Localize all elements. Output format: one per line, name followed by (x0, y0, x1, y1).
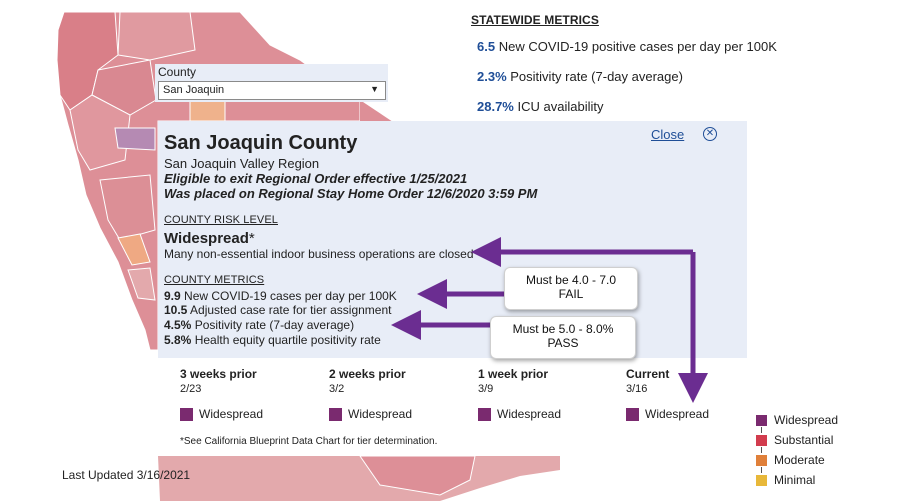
statewide-metrics: STATEWIDE METRICS (471, 13, 891, 27)
county-title: San Joaquin County (164, 132, 358, 154)
county-metric-cases: 9.9 New COVID-19 cases per day per 100K (164, 289, 397, 303)
history-status-label: Widespread (348, 407, 413, 421)
county-metric-adjusted: 10.5 Adjusted case rate for tier assignm… (164, 303, 391, 317)
county-metrics-heading: COUNTY METRICS (164, 274, 265, 286)
history-date: 2/23 (180, 383, 202, 395)
history-current: Current 3/16 Widespread (626, 367, 766, 421)
statewide-metric-value: 6.5 (477, 39, 496, 54)
history-status-label: Widespread (645, 407, 710, 421)
region-name: San Joaquin Valley Region (164, 156, 320, 171)
statewide-metric-value: 28.7% (477, 99, 514, 114)
stay-home-order-text: Was placed on Regional Stay Home Order 1… (164, 186, 538, 201)
chevron-down-icon: ▼ (370, 84, 379, 94)
county-metric-value: 9.9 (164, 289, 181, 303)
county-select-value: San Joaquin (163, 84, 225, 96)
county-selector: County San Joaquin ▼ (155, 64, 388, 102)
history-status-label: Widespread (497, 407, 562, 421)
legend-label: Minimal (774, 473, 816, 487)
callout-line2: FAIL (558, 287, 584, 301)
legend-item-widespread: Widespread (756, 413, 838, 427)
history-label: Current (626, 367, 670, 381)
statewide-metric-positivity: 2.3% Positivity rate (7-day average) (477, 69, 683, 84)
county-select-label: County (158, 65, 197, 79)
legend-swatch (756, 434, 767, 446)
legend-connector (761, 467, 762, 473)
tier-swatch (329, 407, 342, 421)
history-3-weeks-prior: 3 weeks prior 2/23 Widespread (180, 367, 320, 421)
risk-level-asterisk: * (248, 230, 255, 247)
history-status: Widespread (180, 407, 320, 421)
callout-line1: Must be 4.0 - 7.0 (525, 273, 617, 287)
history-1-week-prior: 1 week prior 3/9 Widespread (478, 367, 618, 421)
county-history-section (158, 358, 747, 456)
statewide-metrics-title: STATEWIDE METRICS (471, 13, 599, 27)
county-metric-label: Health equity quartile positivity rate (194, 333, 381, 347)
history-status: Widespread (626, 407, 766, 421)
statewide-metric-label: Positivity rate (7-day average) (510, 69, 683, 84)
risk-level-value: Widespread (164, 230, 249, 247)
county-metric-value: 4.5% (164, 318, 192, 332)
legend-label: Widespread (774, 413, 839, 427)
risk-level-heading: COUNTY RISK LEVEL (164, 214, 278, 226)
statewide-metric-value: 2.3% (477, 69, 507, 84)
history-label: 2 weeks prior (329, 367, 406, 381)
close-icon[interactable]: ✕ (703, 127, 717, 141)
history-2-weeks-prior: 2 weeks prior 3/2 Widespread (329, 367, 469, 421)
statewide-metric-cases: 6.5 New COVID-19 positive cases per day … (477, 39, 777, 54)
county-metric-equity: 5.8% Health equity quartile positivity r… (164, 333, 381, 347)
legend-label: Substantial (774, 433, 834, 447)
history-date: 3/2 (329, 383, 345, 395)
eligible-exit-text: Eligible to exit Regional Order effectiv… (164, 171, 468, 186)
tier-swatch (478, 407, 491, 421)
county-select[interactable]: San Joaquin ▼ (158, 81, 386, 100)
history-label: 1 week prior (478, 367, 549, 381)
statewide-metric-label: New COVID-19 positive cases per day per … (498, 39, 777, 54)
risk-level-description: Many non-essential indoor business opera… (164, 247, 474, 261)
tier-swatch (180, 407, 193, 421)
legend-label: Moderate (774, 453, 825, 467)
legend-item-substantial: Substantial (756, 433, 833, 447)
blueprint-footnote: *See California Blueprint Data Chart for… (180, 436, 438, 447)
history-status: Widespread (478, 407, 618, 421)
callout-line2: PASS (547, 336, 579, 350)
legend-swatch (756, 474, 767, 486)
risk-level: Widespread* (164, 230, 255, 247)
legend-item-minimal: Minimal (756, 473, 815, 487)
statewide-metric-icu: 28.7% ICU availability (477, 99, 603, 114)
history-status: Widespread (329, 407, 469, 421)
county-metric-positivity: 4.5% Positivity rate (7-day average) (164, 318, 354, 332)
legend-item-moderate: Moderate (756, 453, 825, 467)
history-date: 3/16 (626, 383, 648, 395)
legend-swatch (756, 414, 767, 426)
legend-connector (761, 427, 762, 433)
legend-swatch (756, 454, 767, 466)
history-date: 3/9 (478, 383, 494, 395)
callout-line1: Must be 5.0 - 8.0% (512, 322, 614, 336)
history-label: 3 weeks prior (180, 367, 257, 381)
legend-connector (761, 447, 762, 453)
county-metric-value: 10.5 (164, 303, 188, 317)
history-status-label: Widespread (199, 407, 264, 421)
county-metric-label: Positivity rate (7-day average) (194, 318, 355, 332)
callout-case-rate: Must be 4.0 - 7.0 FAIL (504, 267, 638, 310)
county-metric-label: Adjusted case rate for tier assignment (190, 303, 392, 317)
statewide-metric-label: ICU availability (517, 99, 604, 114)
county-metric-label: New COVID-19 cases per day per 100K (184, 289, 397, 303)
county-detail-panel (158, 121, 747, 358)
tier-swatch (626, 407, 639, 421)
close-link[interactable]: Close (651, 127, 685, 142)
last-updated: Last Updated 3/16/2021 (62, 468, 191, 482)
callout-positivity: Must be 5.0 - 8.0% PASS (490, 316, 636, 359)
county-metric-value: 5.8% (164, 333, 192, 347)
